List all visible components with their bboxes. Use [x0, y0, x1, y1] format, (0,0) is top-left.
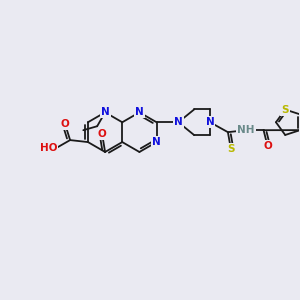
- Text: N: N: [135, 107, 144, 117]
- Text: HO: HO: [40, 143, 57, 153]
- Text: O: O: [98, 129, 106, 139]
- Text: O: O: [61, 119, 70, 129]
- Text: N: N: [152, 137, 161, 147]
- Text: O: O: [263, 141, 272, 151]
- Text: N: N: [101, 107, 110, 117]
- Text: N: N: [174, 117, 183, 127]
- Text: N: N: [206, 117, 214, 127]
- Text: NH: NH: [237, 125, 254, 135]
- Text: S: S: [281, 104, 289, 115]
- Text: S: S: [227, 144, 235, 154]
